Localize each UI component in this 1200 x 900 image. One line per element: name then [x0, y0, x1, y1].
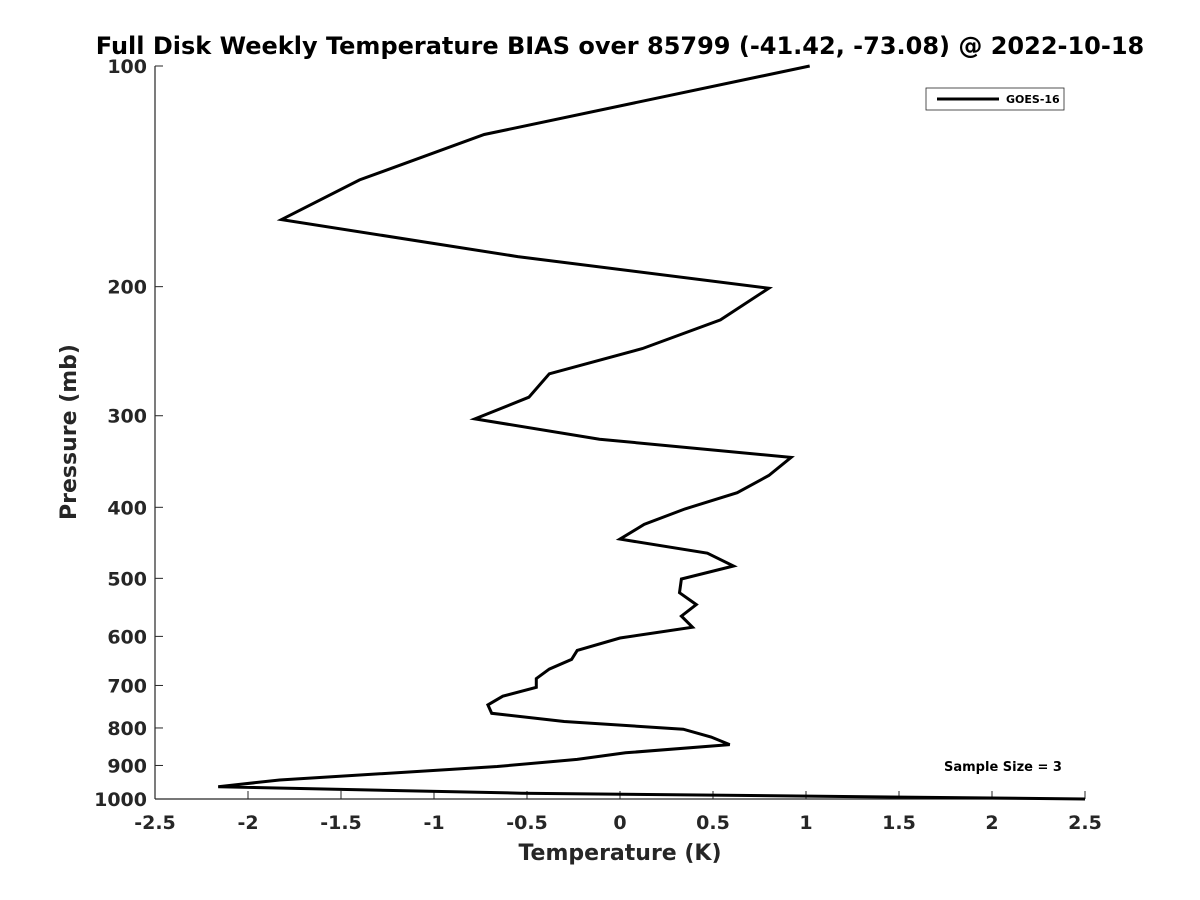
- y-ticks: 100 200 300 400 500 600 700 800 900 1000: [94, 56, 163, 811]
- chart-title: Full Disk Weekly Temperature BIAS over 8…: [96, 32, 1144, 60]
- sample-size-annotation: Sample Size = 3: [944, 760, 1062, 775]
- y-tick-label: 1000: [94, 789, 147, 811]
- y-tick-label: 100: [107, 56, 147, 78]
- y-tick-label: 600: [107, 626, 147, 648]
- series-line-goes-16: [218, 64, 1086, 801]
- x-tick-label: 1: [799, 812, 812, 834]
- x-tick-label: 1.5: [882, 812, 916, 834]
- series-layer: [218, 64, 1086, 801]
- x-tick-label: 2.5: [1068, 812, 1102, 834]
- y-tick-label: 700: [107, 675, 147, 697]
- x-tick-label: -0.5: [506, 812, 548, 834]
- x-tick-label: -2.5: [134, 812, 176, 834]
- x-tick-label: 0.5: [696, 812, 730, 834]
- y-axis-label: Pressure (mb): [57, 344, 82, 520]
- x-axis-label: Temperature (K): [518, 841, 721, 866]
- y-tick-label: 800: [107, 718, 147, 740]
- x-tick-label: -1.5: [320, 812, 362, 834]
- x-tick-label: 0: [613, 812, 626, 834]
- y-tick-label: 900: [107, 755, 147, 777]
- y-tick-label: 200: [107, 277, 147, 299]
- x-tick-label: -2: [237, 812, 258, 834]
- legend-entry-label: GOES-16: [1006, 93, 1060, 106]
- x-tick-label: -1: [423, 812, 444, 834]
- plot-frame: [154, 66, 1085, 800]
- y-tick-label: 400: [107, 497, 147, 519]
- x-tick-label: 2: [985, 812, 998, 834]
- y-tick-label: 300: [107, 406, 147, 428]
- legend: GOES-16: [925, 87, 1065, 111]
- x-ticks: -2.5 -2 -1.5 -1 -0.5 0 0.5 1 1.5 2 2.5: [134, 791, 1102, 834]
- y-tick-label: 500: [107, 568, 147, 590]
